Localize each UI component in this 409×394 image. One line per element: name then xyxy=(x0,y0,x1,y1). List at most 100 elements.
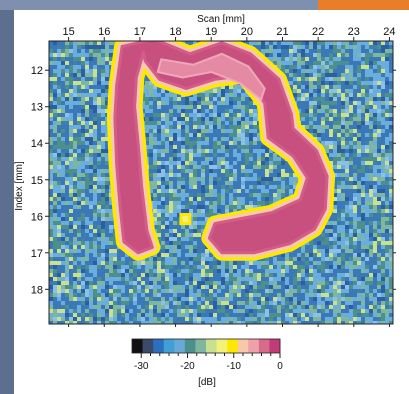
noise-cell xyxy=(329,101,333,105)
noise-cell xyxy=(197,253,201,257)
noise-cell xyxy=(81,169,85,173)
noise-cell xyxy=(385,233,389,237)
noise-cell xyxy=(181,129,185,133)
noise-cell xyxy=(157,129,161,133)
noise-cell xyxy=(389,89,393,93)
noise-cell xyxy=(185,101,189,105)
noise-cell xyxy=(281,181,285,185)
noise-cell xyxy=(369,57,373,61)
noise-cell xyxy=(185,185,189,189)
noise-cell xyxy=(85,121,89,125)
noise-cell xyxy=(389,161,393,165)
noise-cell xyxy=(337,257,341,261)
noise-cell xyxy=(185,225,189,229)
noise-cell xyxy=(217,193,221,197)
noise-cell xyxy=(381,257,385,261)
noise-cell xyxy=(149,149,153,153)
noise-cell xyxy=(321,101,325,105)
noise-cell xyxy=(161,241,165,245)
noise-cell xyxy=(209,269,213,273)
noise-cell xyxy=(69,97,73,101)
noise-cell xyxy=(189,225,193,229)
noise-cell xyxy=(149,121,153,125)
noise-cell xyxy=(181,205,185,209)
noise-cell xyxy=(61,109,65,113)
noise-cell xyxy=(337,209,341,213)
noise-cell xyxy=(321,237,325,241)
noise-cell xyxy=(165,109,169,113)
noise-cell xyxy=(145,125,149,129)
noise-cell xyxy=(57,93,61,97)
noise-cell xyxy=(333,117,337,121)
noise-cell xyxy=(85,157,89,161)
noise-cell xyxy=(309,261,313,265)
noise-cell xyxy=(77,105,81,109)
noise-cell xyxy=(157,209,161,213)
noise-cell xyxy=(177,233,181,237)
noise-cell xyxy=(381,97,385,101)
noise-cell xyxy=(241,197,245,201)
noise-cell xyxy=(257,197,261,201)
noise-cell xyxy=(357,57,361,61)
noise-cell xyxy=(49,41,53,45)
noise-cell xyxy=(61,225,65,229)
noise-cell xyxy=(49,129,53,133)
noise-cell xyxy=(381,193,385,197)
noise-cell xyxy=(377,89,381,93)
noise-cell xyxy=(209,157,213,161)
noise-cell xyxy=(329,41,333,45)
noise-cell xyxy=(345,197,349,201)
noise-cell xyxy=(337,81,341,85)
noise-cell xyxy=(169,193,173,197)
noise-cell xyxy=(333,121,337,125)
noise-cell xyxy=(105,221,109,225)
noise-cell xyxy=(145,81,149,85)
noise-cell xyxy=(197,165,201,169)
noise-cell xyxy=(349,225,353,229)
noise-cell xyxy=(233,173,237,177)
noise-cell xyxy=(385,261,389,265)
noise-cell xyxy=(389,205,393,209)
noise-cell xyxy=(197,237,201,241)
noise-cell xyxy=(125,269,129,273)
noise-cell xyxy=(165,137,169,141)
noise-cell xyxy=(241,261,245,265)
noise-cell xyxy=(285,65,289,69)
noise-cell xyxy=(333,41,337,45)
noise-cell xyxy=(149,129,153,133)
noise-cell xyxy=(285,257,289,261)
noise-cell xyxy=(261,49,265,53)
noise-cell xyxy=(109,41,113,45)
noise-cell xyxy=(349,157,353,161)
noise-cell xyxy=(113,265,117,269)
noise-cell xyxy=(233,177,237,181)
noise-cell xyxy=(93,65,97,69)
noise-cell xyxy=(193,153,197,157)
noise-cell xyxy=(77,181,81,185)
noise-cell xyxy=(101,217,105,221)
noise-cell xyxy=(301,269,305,273)
noise-cell xyxy=(173,93,177,97)
noise-cell xyxy=(309,69,313,73)
noise-cell xyxy=(61,49,65,53)
noise-cell xyxy=(53,97,57,101)
noise-cell xyxy=(73,185,77,189)
noise-cell xyxy=(65,141,69,145)
noise-cell xyxy=(233,193,237,197)
noise-cell xyxy=(337,213,341,217)
noise-cell xyxy=(285,253,289,257)
noise-cell xyxy=(317,105,321,109)
noise-cell xyxy=(81,137,85,141)
noise-cell xyxy=(349,193,353,197)
noise-cell xyxy=(81,249,85,253)
noise-cell xyxy=(85,245,89,249)
noise-cell xyxy=(197,201,201,205)
noise-cell xyxy=(245,201,249,205)
noise-cell xyxy=(265,49,269,53)
noise-cell xyxy=(333,233,337,237)
noise-cell xyxy=(233,129,237,133)
noise-cell xyxy=(165,93,169,97)
noise-cell xyxy=(237,197,241,201)
noise-cell xyxy=(181,109,185,113)
noise-cell xyxy=(361,269,365,273)
